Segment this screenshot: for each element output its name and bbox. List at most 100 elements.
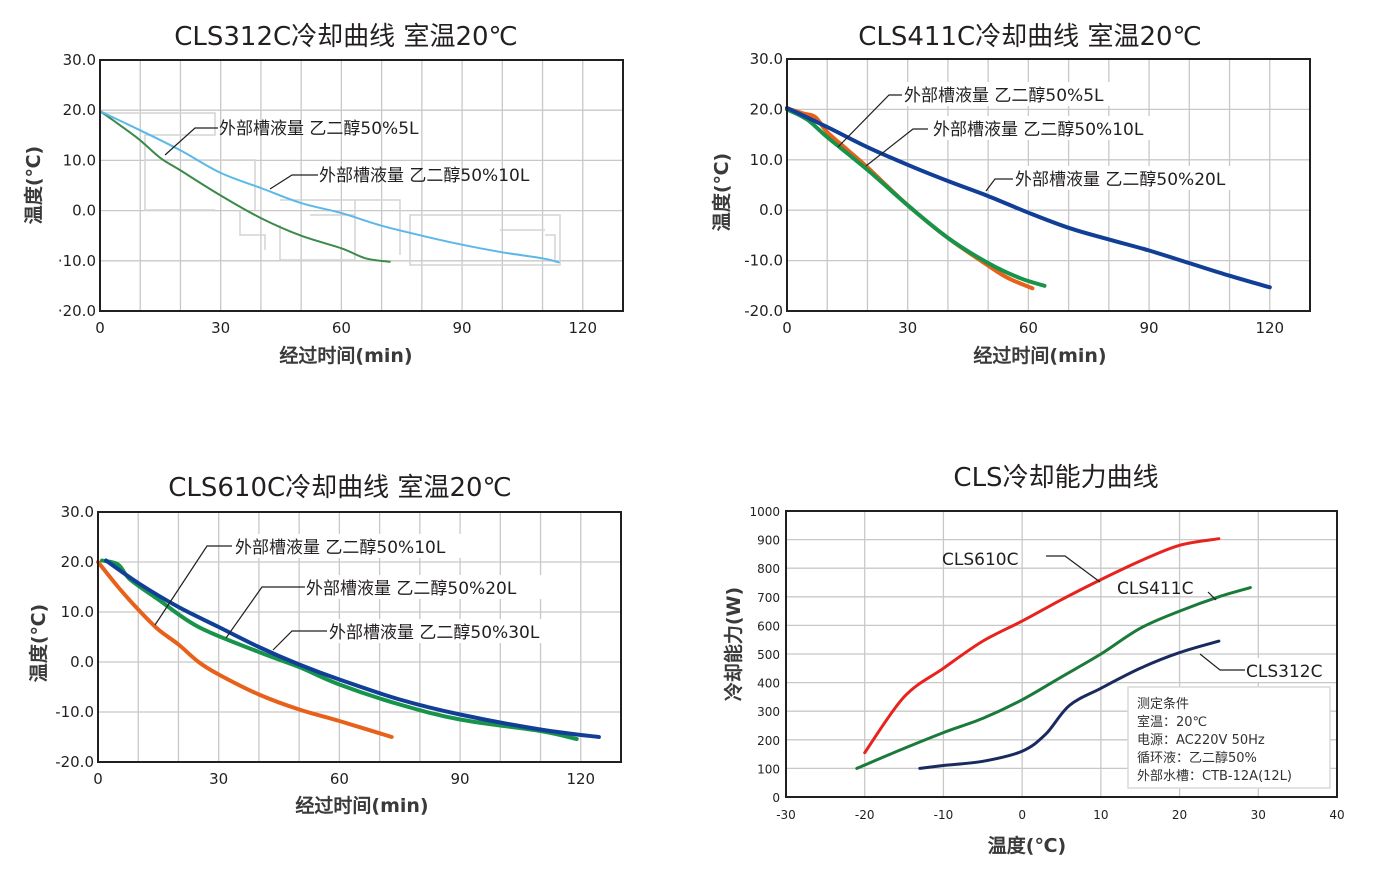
x-tick-label: 0: [1018, 808, 1026, 822]
y-tick-label: 500: [757, 648, 780, 662]
y-tick-label: 400: [757, 677, 780, 691]
series-group: [99, 110, 560, 264]
x-tick-label: 40: [1329, 808, 1344, 822]
annotation-label: 外部槽液量 乙二醇50%10L: [933, 120, 1144, 140]
y-tick-label: 30.0: [63, 51, 96, 69]
series-line-0: [99, 110, 391, 263]
chart-title: CLS610C冷却曲线 室温20℃: [168, 473, 511, 503]
y-tick-label: 10.0: [750, 151, 783, 169]
series-line-1: [855, 586, 1252, 770]
x-tick-label: 60: [330, 770, 349, 788]
x-tick-label: 30: [1251, 808, 1266, 822]
y-tick-label: 0.0: [72, 202, 96, 220]
x-tick-label: 60: [332, 319, 351, 337]
background-boxes: [100, 112, 561, 266]
leader-line: [865, 128, 928, 167]
y-tick-label: 1000: [749, 505, 780, 519]
series-label-cls312c: CLS312C: [1246, 662, 1322, 682]
x-tick-label: 120: [1255, 319, 1284, 337]
plot-frame: [97, 511, 622, 763]
leader-line: [269, 174, 318, 190]
y-tick-label: 20.0: [61, 553, 94, 571]
leader-line: [985, 178, 1014, 192]
y-tick-label: ·10.0: [58, 252, 96, 270]
x-tick-label: 0: [93, 770, 103, 788]
tick-labels: 0 30 60 90 120 30.0 20.0 10.0 0.0 -10.0 -20.0: [744, 50, 1284, 337]
y-axis-label: 温度(℃): [27, 604, 50, 682]
plot-frame: [99, 59, 624, 312]
annotations: 外部槽液量 乙二醇50%10L 外部槽液量 乙二醇50%20L 外部槽液量 乙二…: [154, 534, 577, 651]
series-line-0: [863, 537, 1221, 755]
x-tick-label: 10: [1093, 808, 1108, 822]
y-tick-label: 20.0: [750, 100, 783, 118]
annotation-label: 外部槽液量 乙二醇50%30L: [329, 623, 540, 643]
x-tick-label: 30: [211, 319, 230, 337]
tick-labels: -30 -20 -10 0 10 20 30 401000900800700600500400…: [749, 505, 1344, 822]
leader-line: [164, 127, 218, 156]
chart-title: CLS冷却能力曲线: [953, 463, 1158, 493]
y-tick-label: -20.0: [744, 302, 783, 320]
x-tick-label: 90: [451, 770, 470, 788]
x-tick-label: 120: [568, 319, 597, 337]
condition-line: 循环液：乙二醇50%: [1137, 750, 1257, 766]
x-tick-label: 0: [782, 319, 792, 337]
x-tick-label: 30: [898, 319, 917, 337]
series-line-1: [99, 110, 560, 264]
y-tick-label: 700: [757, 591, 780, 605]
y-axis-label: 冷却能力(W): [722, 587, 745, 701]
chart-cls312c: CLS312C冷却曲线 室温20℃ 经过时间(min) 温度(℃) 外部槽液量 …: [22, 22, 624, 367]
leader-line: [1046, 555, 1101, 583]
annotation-label: 外部槽液量 乙二醇50%10L: [319, 166, 530, 186]
leader-line: [154, 545, 233, 626]
y-tick-label: 30.0: [61, 503, 94, 521]
label-bg: [930, 116, 1180, 140]
y-tick-label: 900: [757, 534, 780, 548]
y-tick-label: 0.0: [759, 201, 783, 219]
label-bg: [1013, 166, 1265, 190]
annotations: 外部槽液量 乙二醇50%5L 外部槽液量 乙二醇50%10L: [164, 119, 530, 190]
label-bg: [327, 619, 577, 643]
x-tick-label: -20: [855, 808, 875, 822]
chart-title: CLS411C冷却曲线 室温20℃: [858, 22, 1201, 52]
chart-cls610c: CLS610C冷却曲线 室温20℃ 经过时间(min) 温度(℃) 外部槽液量 …: [27, 473, 622, 817]
y-tick-label: 30.0: [750, 50, 783, 68]
y-tick-label: 600: [757, 619, 780, 633]
x-tick-label: -30: [776, 808, 796, 822]
chart-title: CLS312C冷却曲线 室温20℃: [174, 22, 517, 52]
label-bg: [232, 534, 482, 558]
chart-cls-cooling-capacity: CLS冷却能力曲线 温度(℃) 冷却能力(W) CLS610C CLS411C …: [722, 463, 1345, 857]
series-line-2: [104, 558, 601, 739]
y-tick-label: 300: [757, 705, 780, 719]
label-bg: [1245, 658, 1339, 682]
annotations: CLS610C CLS411C CLS312C: [942, 550, 1339, 682]
x-tick-label: 20: [1172, 808, 1187, 822]
condition-line: 室温：20℃: [1137, 714, 1207, 730]
x-axis-label: 经过时间(min): [973, 344, 1106, 367]
conditions-title: 测定条件: [1137, 696, 1189, 712]
series-line-2: [918, 639, 1221, 770]
series-group: [785, 105, 1272, 291]
y-axis-label: 温度(℃): [22, 146, 45, 224]
plot-frame: [786, 58, 1311, 312]
x-tick-label: 90: [453, 319, 472, 337]
label-bg: [902, 82, 1142, 106]
annotation-label: 外部槽液量 乙二醇50%10L: [235, 538, 446, 558]
y-tick-label: 100: [757, 762, 780, 776]
condition-line: 电源：AC220V 50Hz: [1137, 733, 1265, 748]
series-line-2: [785, 105, 1272, 290]
series-line-1: [785, 107, 1047, 288]
conditions-box-frame: [1127, 686, 1331, 789]
x-tick-label: 120: [566, 770, 595, 788]
label-bg: [305, 575, 555, 599]
y-tick-label: 10.0: [63, 151, 96, 169]
condition-line: 外部水槽：CTB-12A(12L): [1137, 769, 1292, 784]
series-group: [855, 537, 1252, 770]
series-line-0: [96, 560, 394, 739]
x-tick-label: 30: [209, 770, 228, 788]
annotation-label: 外部槽液量 乙二醇50%5L: [904, 86, 1104, 106]
leader-line: [272, 630, 328, 651]
y-tick-label: -10.0: [55, 703, 94, 721]
y-tick-label: 20.0: [63, 101, 96, 119]
x-axis-label: 温度(℃): [988, 834, 1066, 857]
annotation-label: 外部槽液量 乙二醇50%20L: [306, 579, 517, 599]
